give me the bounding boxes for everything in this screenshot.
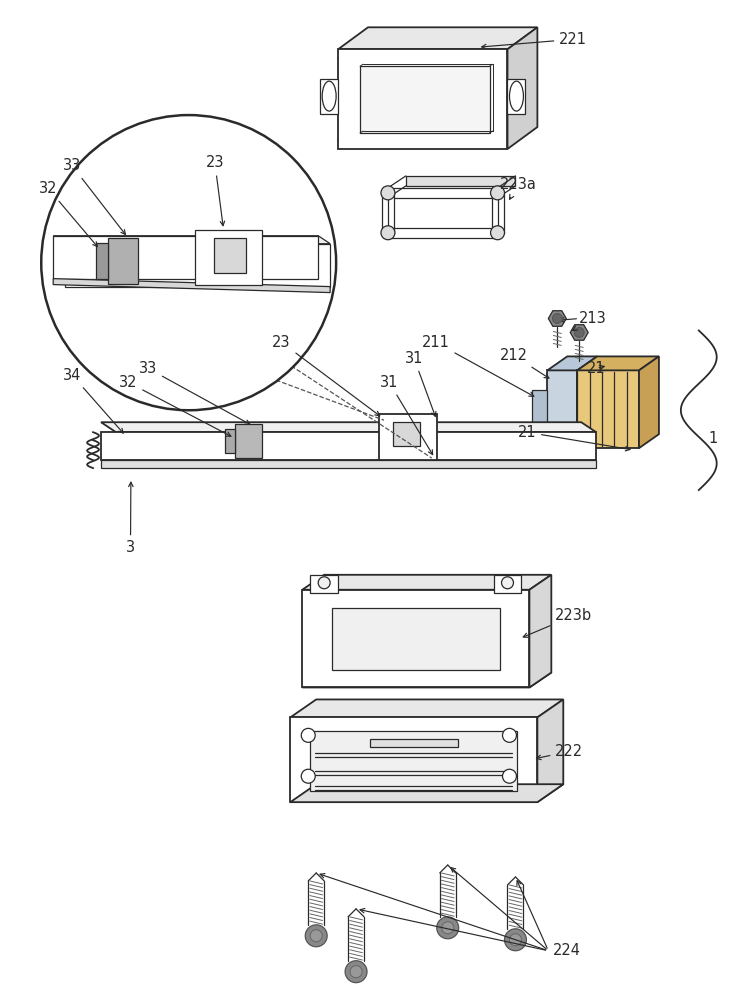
Polygon shape [570, 325, 589, 340]
Circle shape [305, 925, 327, 947]
Ellipse shape [381, 186, 395, 200]
Text: 222: 222 [536, 744, 583, 760]
Polygon shape [379, 414, 437, 460]
Polygon shape [533, 390, 548, 428]
Polygon shape [108, 238, 138, 284]
Ellipse shape [490, 186, 504, 200]
Text: 213: 213 [573, 311, 607, 330]
Polygon shape [290, 784, 563, 802]
Text: 212: 212 [499, 348, 549, 378]
Text: 33: 33 [139, 361, 250, 424]
Circle shape [437, 917, 458, 939]
Polygon shape [360, 66, 490, 133]
Polygon shape [577, 356, 659, 370]
Polygon shape [332, 608, 499, 670]
Polygon shape [302, 590, 530, 687]
Polygon shape [548, 356, 597, 370]
Polygon shape [393, 422, 420, 446]
Polygon shape [96, 243, 108, 279]
Polygon shape [320, 79, 338, 114]
Polygon shape [507, 79, 525, 114]
Polygon shape [53, 236, 318, 279]
Ellipse shape [510, 81, 524, 111]
Polygon shape [302, 673, 551, 687]
Polygon shape [101, 422, 596, 432]
Ellipse shape [322, 81, 336, 111]
Polygon shape [577, 370, 639, 448]
Polygon shape [493, 575, 522, 593]
Text: 31: 31 [380, 375, 433, 455]
Text: 211: 211 [422, 335, 533, 396]
Polygon shape [101, 432, 596, 460]
Polygon shape [195, 230, 263, 285]
Circle shape [350, 966, 362, 978]
Text: 32: 32 [39, 181, 97, 247]
Polygon shape [406, 176, 516, 186]
Ellipse shape [381, 226, 395, 240]
Polygon shape [639, 356, 659, 448]
Text: 221: 221 [481, 32, 587, 49]
Circle shape [41, 115, 336, 410]
Polygon shape [310, 731, 518, 791]
Text: 1: 1 [709, 431, 718, 446]
Polygon shape [548, 370, 577, 448]
Polygon shape [290, 699, 563, 717]
Circle shape [504, 929, 527, 951]
Text: 21: 21 [518, 425, 630, 451]
Polygon shape [225, 429, 234, 453]
Text: 23: 23 [205, 155, 225, 226]
Ellipse shape [490, 226, 504, 240]
Circle shape [552, 314, 562, 323]
Polygon shape [537, 699, 563, 802]
Polygon shape [338, 27, 537, 49]
Circle shape [502, 769, 516, 783]
Text: 32: 32 [119, 375, 231, 436]
Polygon shape [65, 244, 330, 287]
Polygon shape [548, 311, 566, 326]
Polygon shape [382, 193, 394, 233]
Polygon shape [370, 739, 458, 747]
Polygon shape [388, 228, 498, 238]
Polygon shape [338, 49, 507, 149]
Polygon shape [310, 575, 338, 593]
Circle shape [318, 577, 330, 589]
Polygon shape [492, 193, 504, 233]
Text: 31: 31 [405, 351, 436, 416]
Polygon shape [290, 717, 537, 802]
Text: 224: 224 [554, 943, 581, 958]
Circle shape [345, 961, 367, 983]
Polygon shape [530, 575, 551, 687]
Circle shape [574, 327, 584, 337]
Polygon shape [53, 279, 330, 293]
Polygon shape [507, 27, 537, 149]
Circle shape [310, 930, 322, 942]
Circle shape [501, 577, 513, 589]
Text: 34: 34 [63, 368, 124, 433]
Text: 223a: 223a [499, 177, 536, 199]
Text: 223b: 223b [523, 608, 592, 637]
Polygon shape [388, 188, 498, 198]
Text: 3: 3 [126, 482, 135, 555]
Circle shape [442, 922, 454, 934]
Polygon shape [214, 238, 246, 273]
Polygon shape [53, 236, 330, 244]
Polygon shape [234, 424, 263, 458]
Text: 23: 23 [272, 335, 379, 416]
Text: 21: 21 [587, 361, 606, 376]
Polygon shape [101, 460, 596, 468]
Polygon shape [302, 575, 551, 590]
Circle shape [510, 934, 522, 946]
Circle shape [301, 769, 315, 783]
Circle shape [502, 728, 516, 742]
Text: 33: 33 [63, 158, 126, 234]
Circle shape [301, 728, 315, 742]
